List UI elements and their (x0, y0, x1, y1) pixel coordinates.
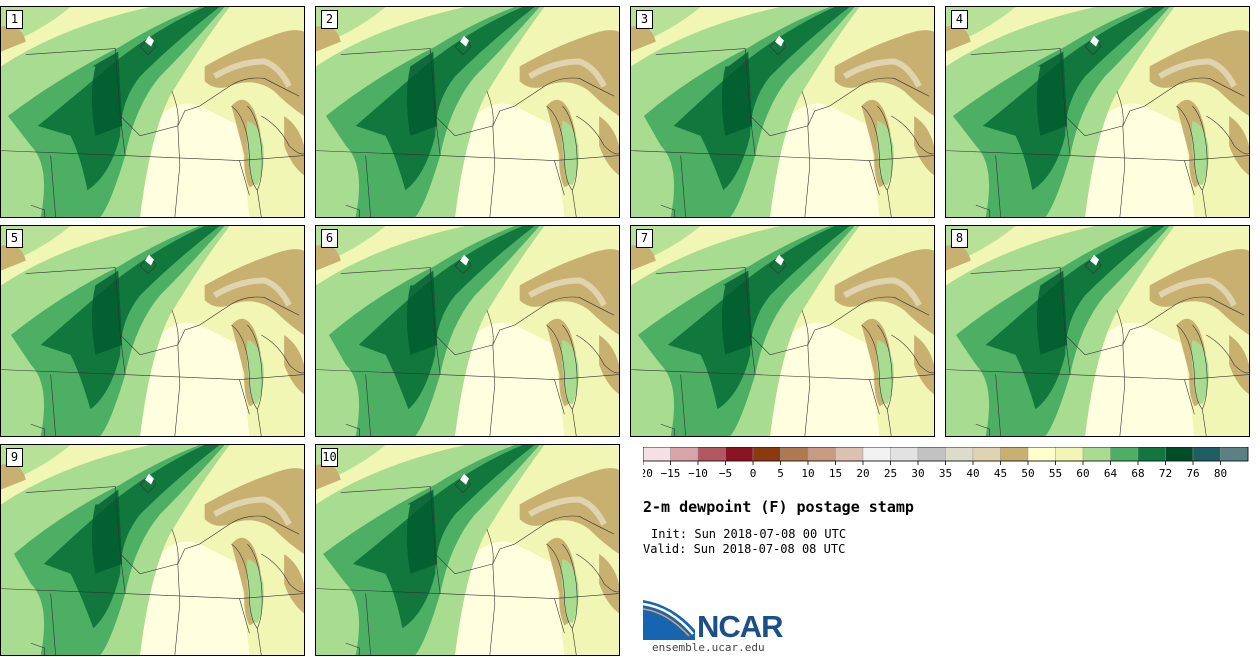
member-number: 9 (6, 448, 23, 467)
colorbar-bin (670, 447, 699, 462)
colorbar-bin (1220, 447, 1249, 462)
colorbar-bin (643, 447, 671, 462)
ncar-logo-text: NCAR (697, 609, 784, 644)
colorbar: −20 −15 −10 −5 0 5 10 15 20 25 30 35 40 45 50 55 60 64 68 7… (643, 447, 1258, 483)
colorbar-tick: 60 (1076, 467, 1089, 480)
colorbar-bin (807, 447, 836, 462)
colorbar-tick: 35 (939, 467, 952, 480)
member-number: 1 (6, 10, 23, 29)
colorbar-bin (697, 447, 726, 462)
colorbar-tick: 15 (829, 467, 842, 480)
colorbar-tick: 45 (994, 467, 1007, 480)
member-number: 3 (636, 10, 653, 29)
member-number: 6 (321, 229, 338, 248)
colorbar-bin (862, 447, 891, 462)
colorbar-tick: 25 (884, 467, 897, 480)
member-number: 10 (321, 448, 338, 467)
colorbar-tick: 5 (777, 467, 784, 480)
colorbar-tick: 68 (1131, 467, 1144, 480)
colorbar-bin (1027, 447, 1056, 462)
colorbar-bin (945, 447, 974, 462)
colorbar-bin (752, 447, 781, 462)
colorbar-bin (1110, 447, 1139, 462)
colorbar-tick: 20 (856, 467, 869, 480)
colorbar-bin (1137, 447, 1166, 462)
colorbar-bin (780, 447, 809, 462)
colorbar-bin (1055, 447, 1084, 462)
colorbar-tick: 30 (911, 467, 924, 480)
map-panel: 5 (0, 225, 305, 437)
map-panel: 2 (315, 6, 620, 218)
map-title: 2-m dewpoint (F) postage stamp (643, 498, 914, 516)
colorbar-tick: 50 (1021, 467, 1034, 480)
map-panel: 8 (945, 225, 1250, 437)
colorbar-bin (725, 447, 754, 462)
member-number: 2 (321, 10, 338, 29)
init-time: Init: Sun 2018-07-08 00 UTC (651, 527, 847, 541)
colorbar-tick: 76 (1186, 467, 1199, 480)
colorbar-bin (1165, 447, 1194, 462)
colorbar-tick: 10 (801, 467, 814, 480)
colorbar-tick: 55 (1049, 467, 1062, 480)
member-number: 4 (951, 10, 968, 29)
colorbar-bin (1082, 447, 1111, 462)
member-number: 8 (951, 229, 968, 248)
map-panel: 9 (0, 444, 305, 656)
colorbar-tick: −5 (719, 467, 732, 480)
map-panel: 3 (630, 6, 935, 218)
colorbar-bin (835, 447, 864, 462)
colorbar-bin (972, 447, 1001, 462)
map-panel: 6 (315, 225, 620, 437)
ncar-logo-icon (643, 600, 695, 640)
colorbar-tick: 64 (1104, 467, 1118, 480)
colorbar-tick: 40 (966, 467, 979, 480)
map-panel: 7 (630, 225, 935, 437)
colorbar-tick: −15 (661, 467, 681, 480)
colorbar-tick: −10 (688, 467, 708, 480)
member-number: 7 (636, 229, 653, 248)
colorbar-tick: 0 (750, 467, 757, 480)
colorbar-tick: 80 (1214, 467, 1227, 480)
valid-time: Valid: Sun 2018-07-08 08 UTC (643, 542, 846, 556)
map-panel: 10 (315, 444, 620, 656)
colorbar-bin (1000, 447, 1029, 462)
site-url: ensemble.ucar.edu (652, 641, 765, 654)
colorbar-tick: −20 (643, 467, 653, 480)
colorbar-tick: 72 (1159, 467, 1172, 480)
map-panel: 1 (0, 6, 305, 218)
map-panel: 4 (945, 6, 1250, 218)
colorbar-bin (1192, 447, 1221, 462)
colorbar-bin (917, 447, 946, 462)
colorbar-bin (890, 447, 919, 462)
member-number: 5 (6, 229, 23, 248)
